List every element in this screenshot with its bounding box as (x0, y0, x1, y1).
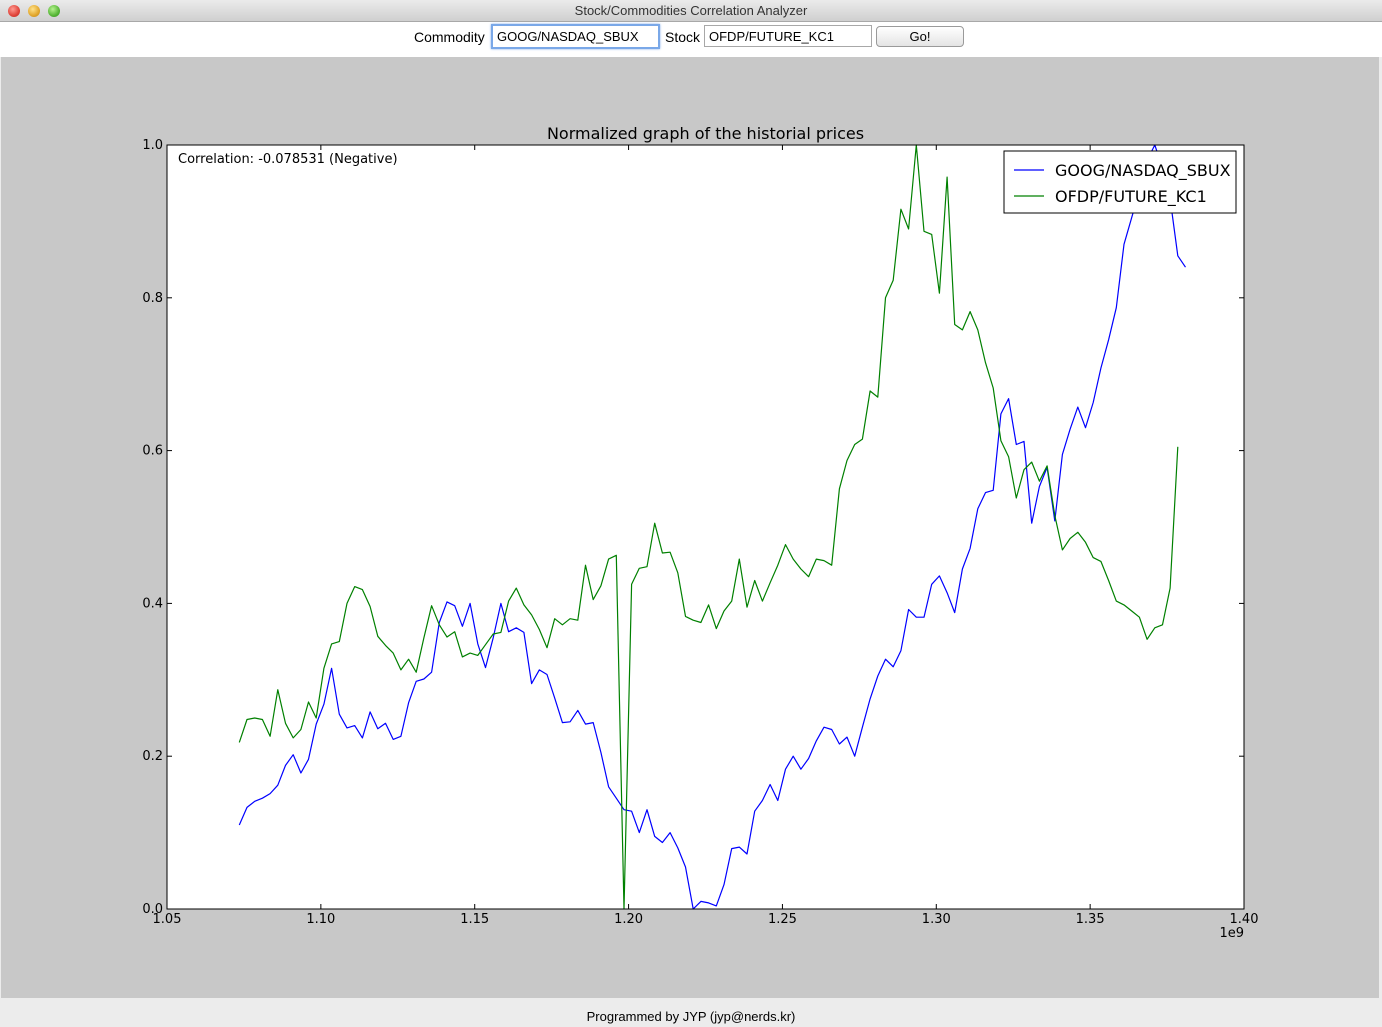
commodity-label: Commodity (414, 29, 485, 45)
y-tick-label: 0.0 (142, 902, 163, 917)
y-tick-label: 1.0 (142, 138, 163, 153)
x-tick-label: 1.05 (153, 912, 182, 927)
x-tick-label: 1.35 (1076, 912, 1105, 927)
series-line-2 (238, 144, 1179, 910)
x-tick-label: 1.40 (1230, 912, 1259, 927)
legend-box (1003, 150, 1237, 214)
chart: 1.05 1.10 1.15 1.20 1.25 1.30 1.35 1.40 0.0 0.2 0.… (142, 124, 1259, 941)
axes-background (167, 145, 1244, 909)
figure-canvas: 1.05 1.10 1.15 1.20 1.25 1.30 1.35 1.40 0.0 0.2 0.… (1, 57, 1379, 998)
y-tick-label: 0.4 (142, 596, 163, 611)
x-tick-label: 1.15 (460, 912, 489, 927)
go-button[interactable]: Go! (876, 26, 964, 47)
x-tick-label: 1.20 (614, 912, 643, 927)
stock-label: Stock (665, 29, 701, 45)
x-offset-label: 1e9 (1219, 926, 1244, 941)
window-title: Stock/Commodities Correlation Analyzer (574, 3, 808, 18)
correlation-annotation: Correlation: -0.078531 (Negative) (178, 152, 398, 167)
stock-input[interactable] (704, 25, 872, 47)
x-tick-label: 1.10 (306, 912, 335, 927)
series-line-1 (238, 144, 1186, 910)
footer-credit: Programmed by JYP (jyp@nerds.kr) (586, 1009, 796, 1024)
legend-label-1: GOOG/NASDAQ_SBUX (1055, 161, 1231, 181)
zoom-window-button[interactable] (48, 5, 60, 17)
legend-label-2: OFDP/FUTURE_KC1 (1055, 187, 1207, 207)
y-tick-label: 0.6 (142, 444, 163, 459)
axes-frame (166, 144, 1245, 910)
x-tick-label: 1.30 (922, 912, 951, 927)
y-tick-label: 0.8 (142, 291, 163, 306)
chart-title: Normalized graph of the historial prices (547, 124, 864, 143)
commodity-input[interactable] (491, 24, 660, 49)
close-window-button[interactable] (8, 5, 20, 17)
toolbar: Commodity Stock Go! (0, 22, 1382, 57)
window-titlebar: Stock/Commodities Correlation Analyzer (0, 0, 1382, 22)
minimize-window-button[interactable] (28, 5, 40, 17)
x-tick-label: 1.25 (768, 912, 797, 927)
y-tick-label: 0.2 (142, 749, 163, 764)
